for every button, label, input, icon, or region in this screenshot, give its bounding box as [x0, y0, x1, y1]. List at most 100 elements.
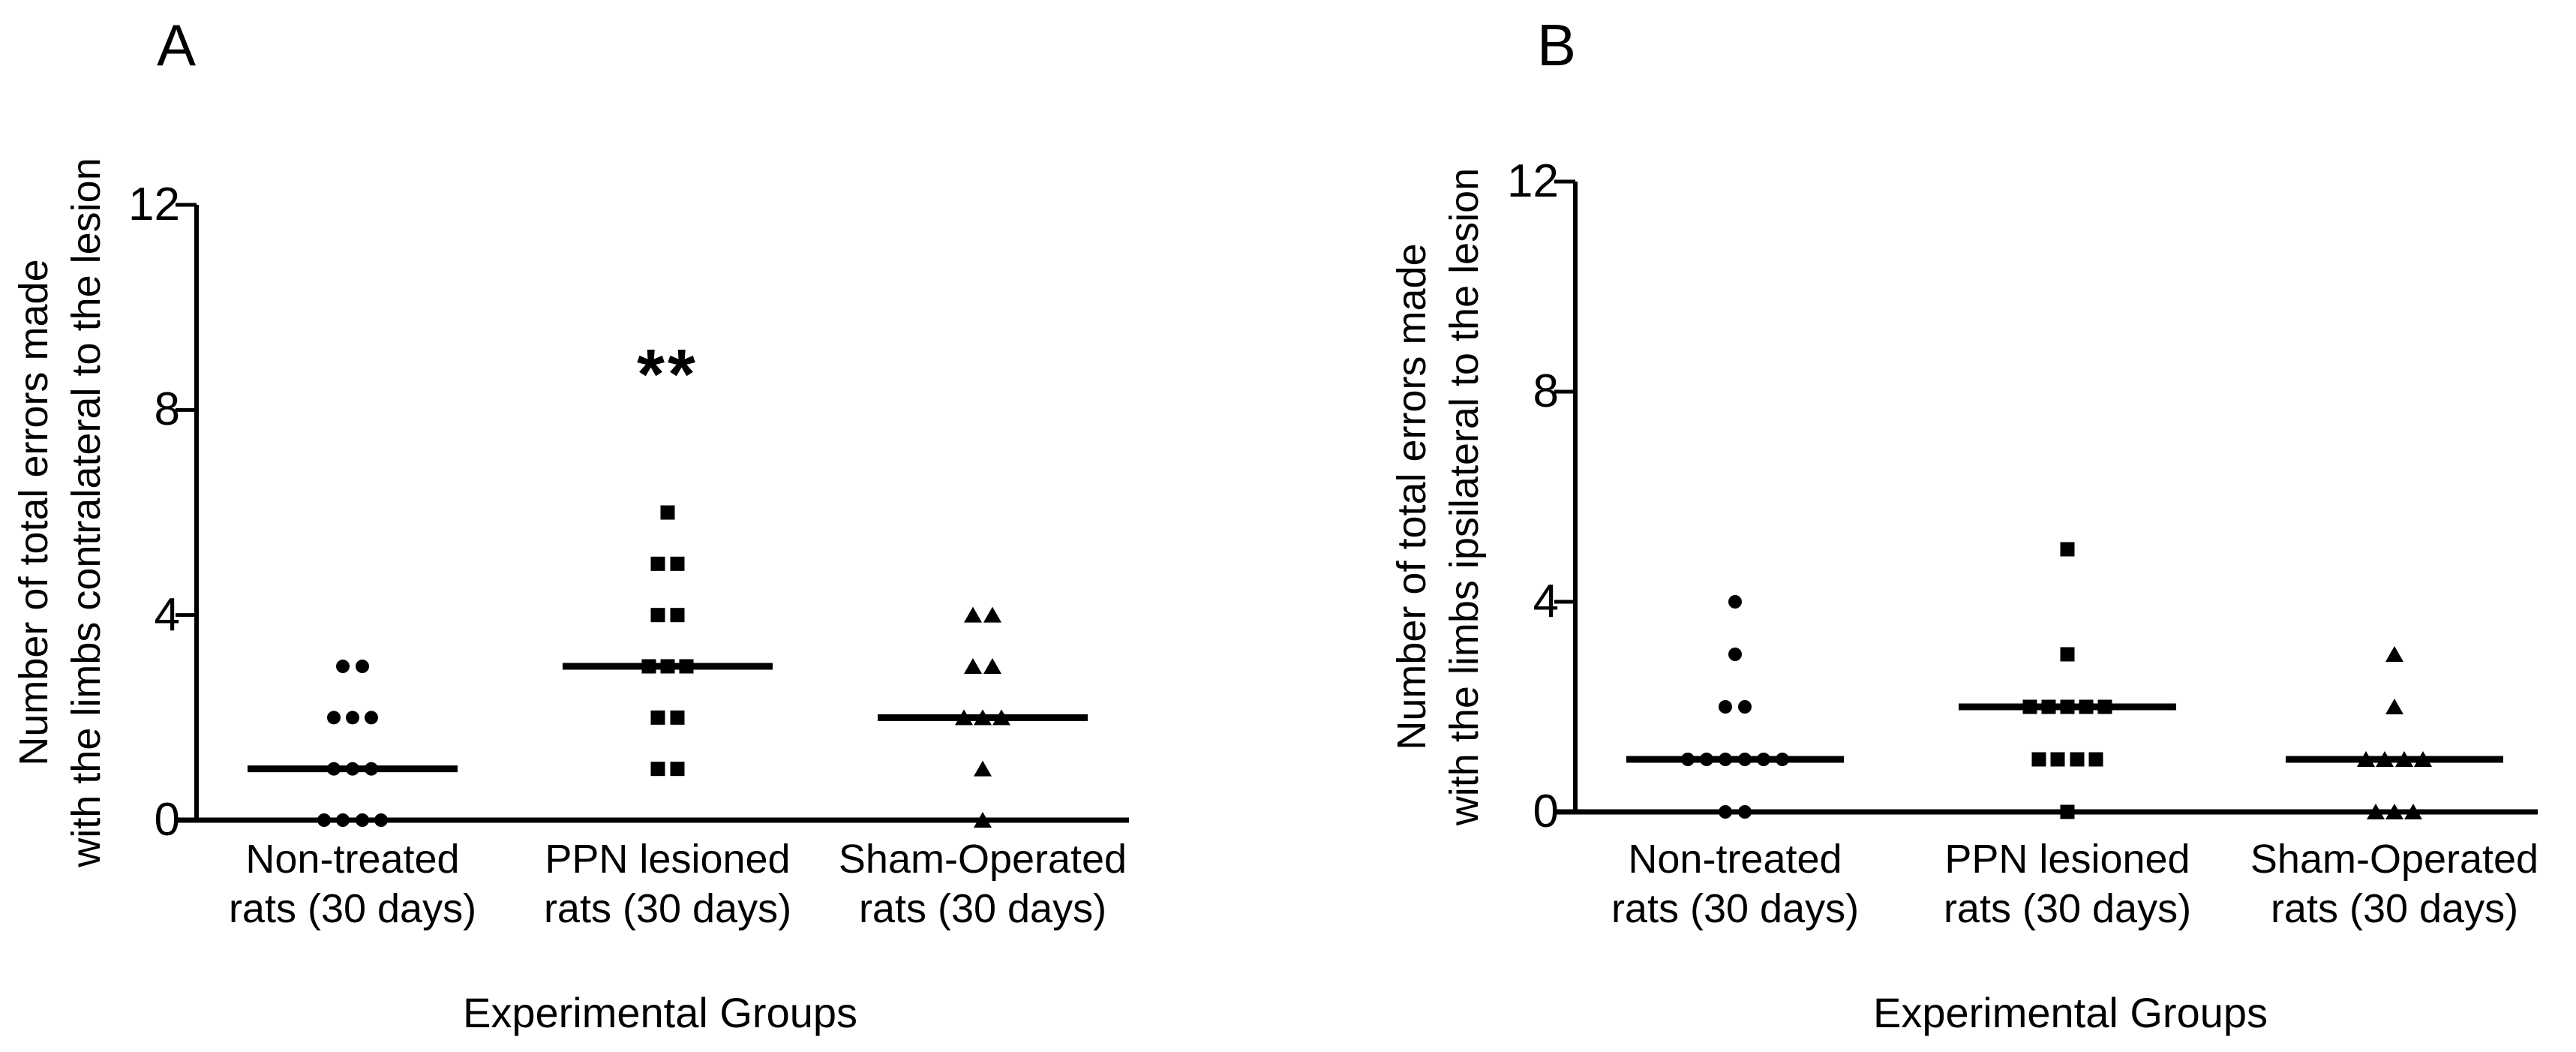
panel-b-group-label-ppn-lesioned-line2: rats (30 days)	[1943, 886, 2192, 931]
panel-b-x-axis-title: Experimental Groups	[1872, 989, 2268, 1036]
panel-b-data-point-ppn-lesioned-11	[2060, 804, 2075, 819]
panel-a-y-axis-label-line1: Number of total errors made	[11, 259, 56, 766]
panel-a-group-label-non-treated: Non-treated rats (30 days)	[120, 834, 585, 933]
panel-a-group-label-sham-operated-line2: rats (30 days)	[858, 886, 1107, 931]
panel-b-data-point-sham-operated-2	[2357, 751, 2375, 767]
panel-a-group-label-sham-operated-line1: Sham-Operated	[838, 837, 1127, 882]
panel-a-data-point-ppn-lesioned-8	[650, 710, 665, 725]
panel-b-data-point-sham-operated-8	[2404, 804, 2422, 819]
panel-b-data-point-ppn-lesioned-7	[2031, 752, 2046, 767]
panel-a-data-point-non-treated-8	[317, 813, 331, 827]
panel-b-data-point-non-treated-4	[1681, 753, 1695, 766]
panel-b-data-point-ppn-lesioned-3	[2041, 699, 2056, 714]
panel-b-data-point-non-treated-8	[1757, 753, 1770, 766]
panel-a-data-point-non-treated-11	[374, 813, 388, 827]
panel-a-y-axis-label: Number of total errors made with the lim…	[8, 0, 120, 1038]
panel-a-data-point-sham-operated-2	[964, 658, 982, 675]
panel-a-data-point-non-treated-0	[336, 660, 350, 674]
panel-b-data-point-ppn-lesioned-4	[2060, 699, 2075, 714]
panel-b-data-point-non-treated-2	[1719, 700, 1732, 714]
panel-b-data-point-ppn-lesioned-10	[2088, 752, 2103, 767]
panel-a-x-axis-title: Experimental Groups	[462, 989, 857, 1036]
panel-a-y-axis-label-line2: with the limbs contralateral to the lesi…	[64, 158, 109, 867]
panel-b-group-label-non-treated: Non-treated rats (30 days)	[1503, 834, 1968, 933]
panel-b-letter: B	[1536, 12, 1577, 78]
panel-a-data-point-non-treated-9	[336, 813, 350, 827]
panel-a-data-point-sham-operated-1	[983, 606, 1001, 623]
panel-b-group-label-non-treated-line2: rats (30 days)	[1611, 886, 1860, 931]
panel-a-data-point-non-treated-6	[346, 762, 359, 776]
panel-a-data-point-ppn-lesioned-2	[670, 556, 685, 571]
panel-b-data-point-sham-operated-0	[2385, 646, 2403, 662]
panel-a-data-point-ppn-lesioned-1	[650, 556, 665, 571]
panel-a-group-label-sham-operated: Sham-Operated rats (30 days)	[750, 834, 1215, 933]
panel-b-data-point-sham-operated-1	[2385, 699, 2403, 714]
panel-b-group-label-sham-operated-line1: Sham-Operated	[2250, 837, 2539, 882]
panel-b-data-point-sham-operated-6	[2367, 804, 2385, 819]
panel-b-data-point-non-treated-1	[1728, 648, 1742, 661]
panel-b-y-tick-label-0: 0	[1533, 786, 1559, 837]
panel-b-data-point-ppn-lesioned-2	[2022, 699, 2037, 714]
panel-b-data-point-sham-operated-5	[2414, 751, 2432, 767]
panel-b-y-axis-label: Number of total errors made with the lim…	[1386, 0, 1498, 1022]
panel-b-group-label-sham-operated-line2: rats (30 days)	[2270, 886, 2519, 931]
panel-a-y-tick-label-8: 8	[154, 383, 180, 435]
panel-b-data-point-non-treated-5	[1700, 753, 1713, 766]
panel-b-y-tick-label-12: 12	[1507, 155, 1559, 207]
panel-a-y-tick-label-12: 12	[128, 179, 180, 230]
panel-a-y-tick-label-0: 0	[154, 794, 180, 846]
panel-a-data-point-non-treated-7	[365, 762, 378, 776]
panel-b-data-point-non-treated-6	[1719, 753, 1732, 766]
panel-b-data-point-sham-operated-7	[2385, 804, 2403, 819]
panel-a-data-point-non-treated-1	[356, 660, 369, 674]
panel-a-data-point-ppn-lesioned-3	[650, 608, 665, 623]
panel-a-data-point-ppn-lesioned-4	[670, 608, 685, 623]
panel-b-data-point-non-treated-10	[1719, 805, 1732, 819]
panel-b-data-point-ppn-lesioned-9	[2070, 752, 2085, 767]
panel-a-group-label-ppn-lesioned-line1: PPN lesioned	[545, 837, 791, 882]
panel-a-data-point-non-treated-5	[327, 762, 341, 776]
panel-a-data-point-ppn-lesioned-5	[641, 659, 656, 674]
panel-a-group-label-non-treated-line2: rats (30 days)	[228, 886, 477, 931]
panel-a-y-tick-label-4: 4	[154, 589, 180, 641]
panel-a-data-point-ppn-lesioned-0	[660, 505, 675, 520]
panel-a-data-point-ppn-lesioned-11	[670, 762, 685, 777]
panel-a-data-point-sham-operated-4	[955, 709, 973, 726]
panel-a-data-point-sham-operated-6	[992, 709, 1010, 726]
panel-b-data-point-non-treated-3	[1738, 700, 1752, 714]
panel-b-data-point-non-treated-9	[1776, 753, 1789, 766]
panel-b-data-point-ppn-lesioned-5	[2079, 699, 2094, 714]
panel-b-y-axis-label-line1: Number of total errors made	[1389, 243, 1434, 750]
panel-a-data-point-ppn-lesioned-10	[650, 762, 665, 777]
panel-b-y-tick-label-4: 4	[1533, 576, 1559, 627]
panel-b-group-label-sham-operated: Sham-Operated rats (30 days)	[2162, 834, 2576, 933]
panel-a-data-point-ppn-lesioned-7	[679, 659, 694, 674]
panel-a-significance-asterisks: **	[637, 335, 698, 414]
panel-a-data-point-non-treated-4	[365, 711, 378, 725]
panel-a-data-point-ppn-lesioned-9	[670, 710, 685, 725]
panel-b-data-point-non-treated-11	[1738, 805, 1752, 819]
panel-a-data-point-ppn-lesioned-6	[660, 659, 675, 674]
panel-a-group-label-non-treated-line1: Non-treated	[245, 837, 460, 882]
panel-b-group-label-ppn-lesioned-line1: PPN lesioned	[1944, 837, 2190, 882]
panel-b-data-point-ppn-lesioned-0	[2060, 542, 2075, 557]
panel-a-data-point-sham-operated-7	[974, 760, 992, 777]
panel-b-data-point-ppn-lesioned-6	[2097, 699, 2112, 714]
panel-b-data-point-non-treated-7	[1738, 753, 1752, 766]
panel-b-data-point-sham-operated-3	[2376, 751, 2394, 767]
panel-a-group-label-ppn-lesioned-line2: rats (30 days)	[543, 886, 792, 931]
panel-b-data-point-non-treated-0	[1728, 595, 1742, 609]
panel-a-data-point-non-treated-3	[346, 711, 359, 725]
panel-a-data-point-non-treated-2	[327, 711, 341, 725]
panel-b-data-point-ppn-lesioned-1	[2060, 647, 2075, 662]
panel-a-group-label-ppn-lesioned: PPN lesioned rats (30 days)	[435, 834, 900, 933]
panel-b-group-label-non-treated-line1: Non-treated	[1628, 837, 1842, 882]
panel-a-data-point-sham-operated-8	[974, 812, 992, 828]
panel-a-data-point-sham-operated-3	[983, 658, 1001, 675]
panel-b-y-tick-label-8: 8	[1533, 365, 1559, 417]
panel-b-data-point-sham-operated-4	[2395, 751, 2413, 767]
panel-a-data-point-non-treated-10	[356, 813, 369, 827]
panel-b-data-point-ppn-lesioned-8	[2050, 752, 2065, 767]
